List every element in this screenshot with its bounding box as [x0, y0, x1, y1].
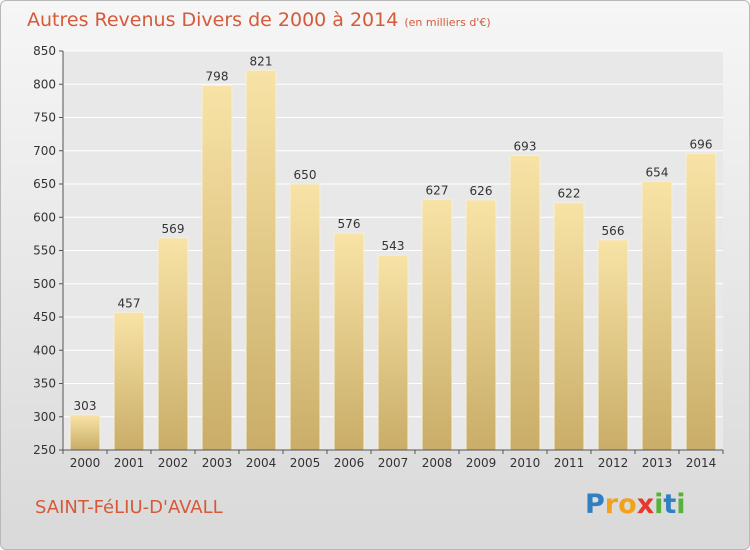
x-tick-label-2003: 2003	[202, 456, 233, 470]
value-label-2008: 627	[426, 183, 449, 197]
y-tick-label: 850	[33, 44, 56, 58]
bar-2000	[69, 414, 101, 451]
bar-2010	[509, 154, 541, 451]
logo-letter: i	[676, 489, 686, 520]
value-label-2001: 457	[118, 296, 141, 310]
logo-letter: t	[663, 489, 677, 520]
value-label-2005: 650	[294, 168, 317, 182]
bar-2013	[641, 180, 673, 451]
logo-letter: o	[618, 489, 637, 520]
value-label-2011: 622	[558, 187, 581, 201]
value-label-2012: 566	[602, 224, 625, 238]
x-tick-label-2012: 2012	[598, 456, 629, 470]
y-tick-label: 350	[33, 377, 56, 391]
chart-title: Autres Revenus Divers de 2000 à 2014 (en …	[27, 9, 491, 31]
bar-2004	[245, 69, 277, 451]
bar-2012	[597, 239, 629, 451]
x-tick-label-2011: 2011	[554, 456, 585, 470]
y-tick-label: 750	[33, 111, 56, 125]
y-tick-label: 250	[33, 443, 56, 457]
value-label-2002: 569	[162, 222, 185, 236]
commune-name: SAINT-FéLIU-D'AVALL	[35, 497, 223, 518]
y-tick-label: 450	[33, 310, 56, 324]
bar-2007	[377, 254, 409, 451]
bar-2006	[333, 232, 365, 451]
bar-2014	[685, 152, 717, 451]
logo-letter: x	[636, 489, 655, 520]
value-label-2010: 693	[514, 139, 537, 153]
y-tick-label: 700	[33, 144, 56, 158]
x-tick-label-2010: 2010	[510, 456, 541, 470]
bar-2011	[553, 202, 585, 451]
axes: 250 300 350 400 450 500 550 600 650 700 750 800 850 2…	[33, 44, 724, 470]
y-tick-label: 650	[33, 177, 56, 191]
y-tick-label: 300	[33, 410, 56, 424]
logo-letter: P	[585, 489, 605, 520]
value-label-2013: 654	[646, 165, 669, 179]
x-tick-label-2000: 2000	[70, 456, 101, 470]
bar-2008	[421, 198, 453, 451]
bar-2001	[113, 311, 145, 451]
x-tick-label-2006: 2006	[334, 456, 365, 470]
x-tick-label-2014: 2014	[686, 456, 717, 470]
y-tick-label: 400	[33, 343, 56, 357]
bar-2003	[201, 85, 233, 451]
value-label-2009: 626	[470, 184, 493, 198]
proxiti-logo: Proxiti	[585, 489, 686, 520]
x-tick-label-2009: 2009	[466, 456, 497, 470]
x-tick-label-2008: 2008	[422, 456, 453, 470]
y-tick-label: 600	[33, 210, 56, 224]
value-label-2007: 543	[382, 239, 405, 253]
bars: 303 457 569 798 821 650 576 543 627 626 693 622 566 6…	[69, 54, 717, 451]
logo-letter: i	[654, 489, 664, 520]
y-tick-label: 550	[33, 244, 56, 258]
chart-title-text: Autres Revenus Divers de 2000 à 2014	[27, 9, 399, 31]
y-tick-label: 500	[33, 277, 56, 291]
x-tick-label-2013: 2013	[642, 456, 673, 470]
x-tick-label-2002: 2002	[158, 456, 189, 470]
x-tick-label-2001: 2001	[114, 456, 145, 470]
bar-2009	[465, 199, 497, 451]
value-label-2004: 821	[250, 54, 273, 68]
bar-2005	[289, 183, 321, 451]
value-label-2000: 303	[74, 399, 97, 413]
bar-2002	[157, 237, 189, 451]
value-label-2003: 798	[206, 70, 229, 84]
value-label-2014: 696	[690, 137, 713, 151]
x-tick-label-2004: 2004	[246, 456, 277, 470]
value-label-2006: 576	[338, 217, 361, 231]
y-tick-label: 800	[33, 77, 56, 91]
x-tick-label-2007: 2007	[378, 456, 409, 470]
logo-letter: r	[604, 489, 619, 520]
chart-unit-label: (en milliers d'€)	[404, 16, 491, 29]
x-tick-label-2005: 2005	[290, 456, 321, 470]
